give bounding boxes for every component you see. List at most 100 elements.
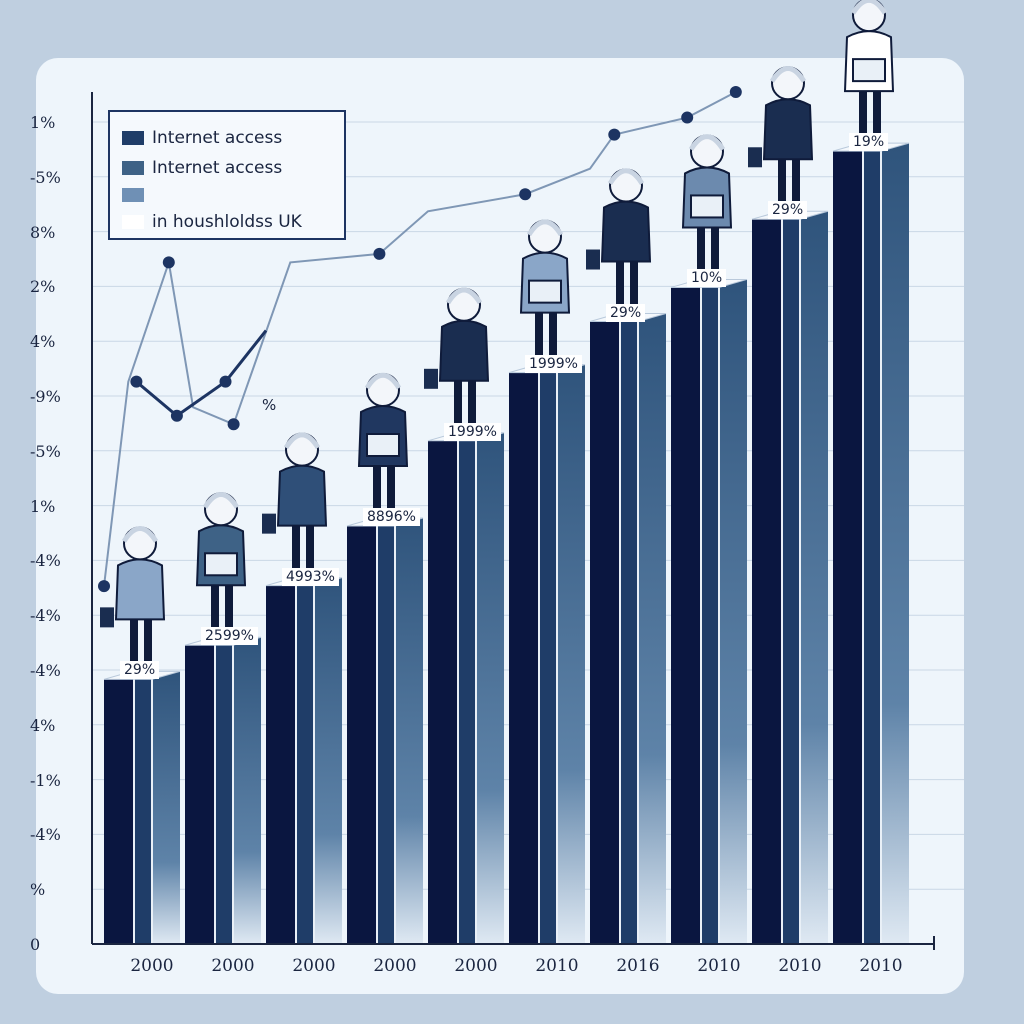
y-tick-label: -4% [30, 606, 61, 626]
figure-leg [454, 378, 462, 427]
y-tick-label: -1% [30, 770, 61, 790]
person-figure [843, 0, 895, 141]
bar-side [395, 518, 423, 944]
figure-hair [607, 168, 645, 185]
figure-leg [387, 464, 395, 512]
bar [103, 670, 181, 944]
legend: Internet access Internet access in housh… [108, 110, 346, 240]
inset-point [130, 375, 143, 388]
trend-point [681, 111, 694, 124]
data-label: 4993% [282, 567, 339, 586]
bar-mid [701, 287, 719, 944]
axes [91, 92, 935, 950]
bar [184, 636, 262, 944]
figure-head [852, 0, 886, 33]
data-label: 29% [606, 303, 646, 322]
y-tick-label: -4% [30, 551, 61, 571]
bar-front [347, 526, 377, 944]
person-figure [100, 526, 166, 669]
x-tick-label: 2010 [859, 956, 903, 976]
figure-hair [769, 66, 807, 83]
bar-side [557, 364, 585, 944]
bar-front [833, 151, 863, 944]
figure-leg [616, 259, 624, 308]
legend-item: Internet access [122, 158, 282, 178]
figure-leg [535, 310, 543, 359]
trend-point [98, 580, 110, 593]
figure-leg [130, 617, 138, 666]
x-tick-label: 2000 [130, 956, 174, 976]
inset-path [135, 329, 268, 418]
figure-leg [306, 523, 314, 572]
bar [832, 142, 910, 944]
bar-side [314, 577, 342, 944]
figure-body [762, 98, 814, 161]
figure-leg [792, 157, 800, 206]
laptop-icon [690, 194, 724, 219]
person-figure [519, 219, 571, 362]
x-tick-label: 2010 [697, 956, 741, 976]
figure-body [438, 319, 490, 382]
legend-label: Internet access [152, 128, 283, 148]
legend-item: Internet access [122, 128, 282, 148]
bar-front [428, 440, 458, 944]
laptop-icon [528, 279, 562, 304]
figure-hair [283, 432, 321, 450]
bar-mid [539, 372, 557, 944]
bar-side [152, 671, 180, 944]
legend-item: in houshloldss UK [122, 212, 302, 232]
x-tick-label: 2000 [373, 956, 417, 976]
bar-front [509, 372, 539, 944]
y-tick-label: 1% [30, 113, 56, 132]
y-tick-label: 4% [30, 332, 56, 352]
laptop-icon [204, 552, 238, 577]
data-label: 1999% [525, 354, 582, 373]
y-tick-label: -9% [30, 387, 61, 406]
laptop-icon [366, 433, 400, 457]
figure-hair [445, 287, 483, 305]
figure-leg [859, 89, 867, 138]
figure-leg [697, 225, 705, 274]
figure-body [114, 558, 166, 621]
x-tick-label: 2000 [211, 956, 255, 976]
bar [751, 210, 829, 944]
bar-side [881, 143, 909, 944]
person-figure [681, 134, 733, 277]
x-tick-label: 2000 [292, 956, 336, 976]
y-tick-label: 4% [30, 715, 56, 735]
bar-front [752, 219, 782, 944]
figure-leg [211, 583, 219, 632]
figure-leg [144, 617, 152, 666]
person-figure [195, 492, 247, 635]
trend-point [162, 256, 175, 269]
bar-front [266, 585, 296, 944]
figure-leg [292, 523, 300, 572]
y-tick-label: 8% [30, 222, 56, 242]
figure-leg [630, 259, 638, 308]
y-tick-label: -5% [30, 167, 61, 187]
data-label: 19% [849, 133, 889, 152]
figure-leg [711, 225, 719, 274]
laptop-icon [852, 58, 886, 83]
bar-mid [620, 321, 638, 944]
bar-side [719, 279, 747, 944]
figure-hair [202, 492, 240, 509]
figure-leg [373, 464, 381, 512]
figure-leg [778, 157, 786, 206]
figure-leg [225, 583, 233, 632]
y-tick-label: 0 [30, 935, 41, 954]
legend-item [122, 188, 152, 202]
briefcase-icon [100, 607, 114, 628]
inset-point [219, 375, 232, 388]
x-tick-label: 2010 [778, 956, 822, 976]
y-tick-label: -4% [30, 825, 61, 845]
briefcase-icon [262, 513, 276, 534]
figure-body [600, 200, 652, 263]
figure-hair [364, 372, 402, 390]
trend-point [729, 86, 742, 98]
legend-label: Internet access [152, 158, 283, 178]
bar-front [590, 321, 620, 944]
y-tick-label: 1% [30, 496, 56, 516]
data-label: 1999% [444, 422, 501, 441]
legend-label: in houshloldss UK [152, 212, 302, 232]
